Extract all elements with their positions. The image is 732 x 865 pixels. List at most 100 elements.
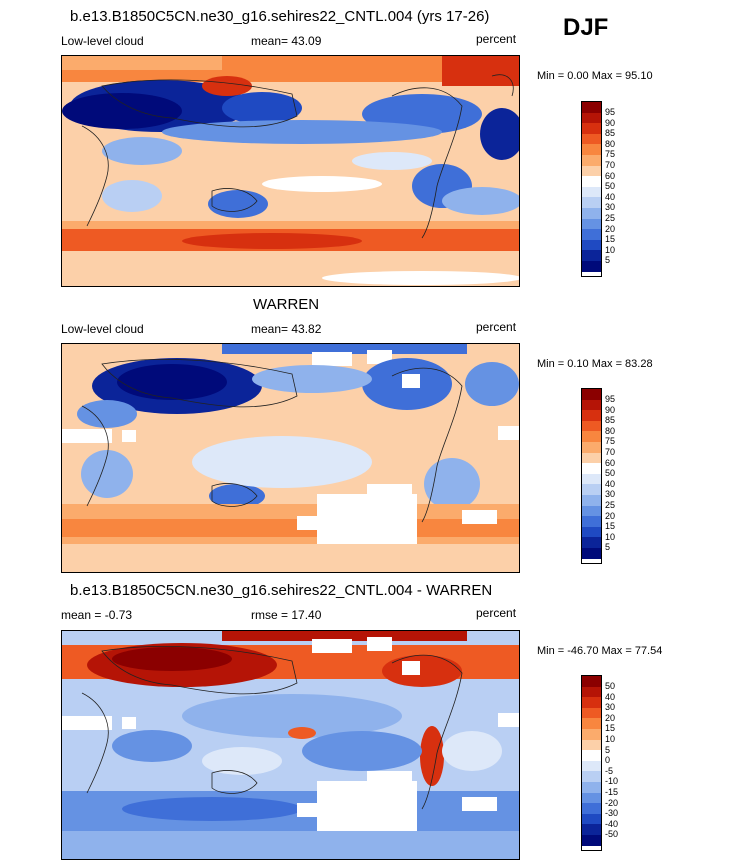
colorbar-tick-label: -5 <box>605 765 614 776</box>
colorbar-swatch <box>582 176 601 187</box>
panel-2-map <box>61 343 520 573</box>
colorbar-tick-label: 60 <box>605 457 616 468</box>
colorbar-tick-label: 25 <box>605 213 616 223</box>
colorbar-tick-label: 85 <box>605 128 616 139</box>
colorbar-swatch <box>582 771 601 782</box>
colorbar-tick-label: 90 <box>605 117 616 128</box>
colorbar-swatch <box>582 473 601 485</box>
colorbar-swatch <box>582 165 601 177</box>
colorbar-tick-label: 10 <box>605 531 616 542</box>
colorbar-swatch <box>582 154 601 166</box>
colorbar-swatch <box>582 229 601 240</box>
colorbar-swatch <box>582 389 601 400</box>
panel-1-minmax: Min = 0.00 Max = 95.10 <box>537 70 653 82</box>
colorbar-tick-label: 25 <box>605 500 616 510</box>
colorbar-swatch <box>582 133 601 145</box>
colorbar-swatch <box>582 537 601 548</box>
colorbar-swatch <box>582 260 601 272</box>
colorbar-swatch <box>582 728 601 740</box>
colorbar-swatch <box>582 707 601 719</box>
colorbar-tick-label: 30 <box>605 489 616 500</box>
colorbar-tick-label: 30 <box>605 702 616 713</box>
panel-3-field <box>62 631 519 859</box>
colorbar-swatch <box>582 452 601 464</box>
colorbar-tick-label: 20 <box>605 712 616 723</box>
panel-3-map <box>61 630 520 860</box>
colorbar-swatch <box>582 431 601 442</box>
colorbar-swatch <box>582 834 601 846</box>
colorbar-swatch <box>582 441 601 453</box>
colorbar-tick-label: 5 <box>605 542 611 553</box>
colorbar-swatch <box>582 102 601 113</box>
colorbar-tick-label: 80 <box>605 138 616 149</box>
colorbar-swatch <box>582 399 601 411</box>
colorbar-swatch <box>582 760 601 772</box>
colorbar-tick-label: -15 <box>605 787 619 797</box>
colorbar-swatch <box>582 218 601 230</box>
colorbar-tick-label: 10 <box>605 244 616 255</box>
colorbar-tick-label: 70 <box>605 447 616 457</box>
colorbar-swatch <box>582 718 601 729</box>
colorbar-tick-label: 75 <box>605 149 616 160</box>
colorbar-tick-label: 50 <box>605 468 616 479</box>
colorbar-tick-label: 75 <box>605 436 616 447</box>
panel-2-units-label: percent <box>476 320 517 334</box>
panel-1-field <box>62 56 519 286</box>
colorbar-swatch <box>582 526 601 538</box>
colorbar-swatch <box>582 197 601 208</box>
colorbar-swatch <box>582 697 601 708</box>
colorbar-tick-label: -10 <box>605 776 619 787</box>
colorbar-swatch <box>582 803 601 814</box>
colorbar-tick-label: 15 <box>605 723 616 734</box>
panel-2-title: WARREN <box>253 296 320 313</box>
panel-3-mean-label: mean = -0.73 <box>61 608 133 622</box>
colorbar-swatch <box>582 123 601 134</box>
panel-1-variable-label: Low-level cloud <box>61 34 144 48</box>
panel-3-colorbar: 50 40 30 20 15 10 5 0 -5 -10 -15 -20 -30… <box>581 675 618 851</box>
colorbar-swatch <box>582 505 601 517</box>
colorbar-tick-label: 60 <box>605 170 616 181</box>
colorbar-swatch <box>582 112 601 124</box>
colorbar-tick-label: 5 <box>605 744 611 755</box>
panel-1-units-label: percent <box>476 32 517 46</box>
panel-3-units-label: percent <box>476 606 517 620</box>
colorbar-swatch <box>582 186 601 198</box>
colorbar-swatch <box>582 410 601 421</box>
colorbar-swatch <box>582 207 601 219</box>
colorbar-swatch <box>582 239 601 251</box>
colorbar-swatch <box>582 494 601 506</box>
colorbar-tick-label: 70 <box>605 160 616 170</box>
colorbar-swatch <box>582 813 601 825</box>
colorbar-tick-label: 95 <box>605 394 616 404</box>
colorbar-swatch <box>582 686 601 698</box>
panel-2-mean-label: mean= 43.82 <box>251 322 322 336</box>
panel-2-minmax: Min = 0.10 Max = 83.28 <box>537 358 653 370</box>
colorbar-tick-label: 10 <box>605 734 616 744</box>
colorbar-swatch <box>582 676 601 687</box>
panel-1-colorbar: 95 90 85 80 75 70 60 50 40 30 25 20 15 1… <box>581 101 615 277</box>
colorbar-tick-label: 50 <box>605 181 616 192</box>
colorbar-swatch <box>582 824 601 835</box>
colorbar-tick-label: 50 <box>605 681 616 691</box>
colorbar-swatch <box>582 484 601 495</box>
colorbar-tick-label: -30 <box>605 808 619 819</box>
panel-1-mean-label: mean= 43.09 <box>251 34 322 48</box>
colorbar-tick-label: 5 <box>605 255 611 266</box>
colorbar-tick-label: -20 <box>605 797 619 808</box>
season-label: DJF <box>563 14 609 41</box>
colorbar-tick-label: 15 <box>605 521 616 532</box>
panel-3-minmax: Min = -46.70 Max = 77.54 <box>537 645 663 657</box>
colorbar-swatch <box>582 250 601 261</box>
colorbar-tick-label: -40 <box>605 818 619 829</box>
colorbar-tick-label: 85 <box>605 415 616 426</box>
colorbar-swatch <box>582 463 601 474</box>
colorbar-swatch <box>582 750 601 761</box>
panel-1-title: b.e13.B1850C5CN.ne30_g16.sehires22_CNTL.… <box>70 8 490 25</box>
colorbar-tick-label: -50 <box>605 829 619 840</box>
colorbar-tick-label: 40 <box>605 191 616 202</box>
panel-2-field <box>62 344 519 572</box>
colorbar-swatch <box>582 547 601 559</box>
colorbar-swatch <box>582 144 601 155</box>
colorbar-tick-label: 20 <box>605 223 616 234</box>
colorbar-tick-label: 80 <box>605 425 616 436</box>
